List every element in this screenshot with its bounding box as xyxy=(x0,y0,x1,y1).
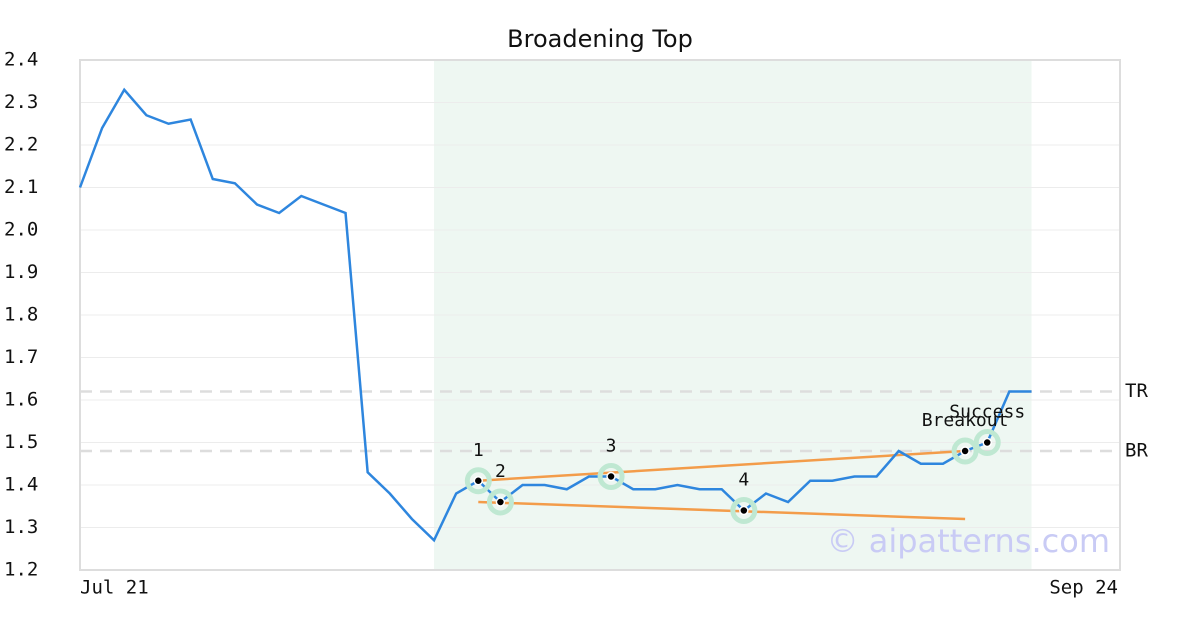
y-tick-label: 1.5 xyxy=(4,431,38,453)
chart-title: Broadening Top xyxy=(507,25,693,53)
price-line xyxy=(78,87,1032,543)
level-label: BR xyxy=(1125,440,1148,462)
point-halo xyxy=(464,467,492,495)
y-tick-label: 2.3 xyxy=(4,91,38,113)
point-dot xyxy=(982,437,992,448)
point-label: Success xyxy=(949,402,1025,423)
y-tick-label: 1.3 xyxy=(4,516,38,538)
y-tick-label: 1.7 xyxy=(4,346,38,368)
y-tick-label: 1.2 xyxy=(4,559,38,581)
point-halo xyxy=(486,488,514,516)
point-dot xyxy=(473,476,484,486)
point-label: 2 xyxy=(495,461,506,482)
point-dot xyxy=(606,471,616,482)
y-tick-label: 1.8 xyxy=(4,304,38,326)
point-dot xyxy=(739,505,749,516)
y-tick-label: 2.4 xyxy=(4,49,38,71)
point-label: Breakout xyxy=(922,410,1009,431)
trendline xyxy=(478,449,966,482)
point-label: 3 xyxy=(606,436,617,457)
point-halo xyxy=(597,463,625,490)
point-dot xyxy=(495,497,506,507)
level-label: TR xyxy=(1125,380,1148,402)
point-halo xyxy=(951,437,979,465)
y-tick-label: 2.0 xyxy=(4,219,38,241)
point-halo xyxy=(730,497,758,524)
trendline xyxy=(478,500,966,521)
y-tick-label: 1.6 xyxy=(4,389,38,411)
point-halo xyxy=(973,429,1001,456)
watermark: © aipatterns.com xyxy=(827,522,1110,560)
x-tick-label: Sep 24 xyxy=(1049,577,1118,599)
y-tick-label: 2.2 xyxy=(4,134,38,156)
point-label: 4 xyxy=(738,470,749,491)
plot-frame xyxy=(79,59,1121,571)
y-tick-label: 1.4 xyxy=(4,474,38,496)
y-tick-label: 1.9 xyxy=(4,261,38,283)
y-tick-label: 2.1 xyxy=(4,176,38,198)
x-tick-label: Jul 21 xyxy=(80,577,149,599)
point-label: 1 xyxy=(473,440,484,461)
point-dot xyxy=(960,446,970,456)
